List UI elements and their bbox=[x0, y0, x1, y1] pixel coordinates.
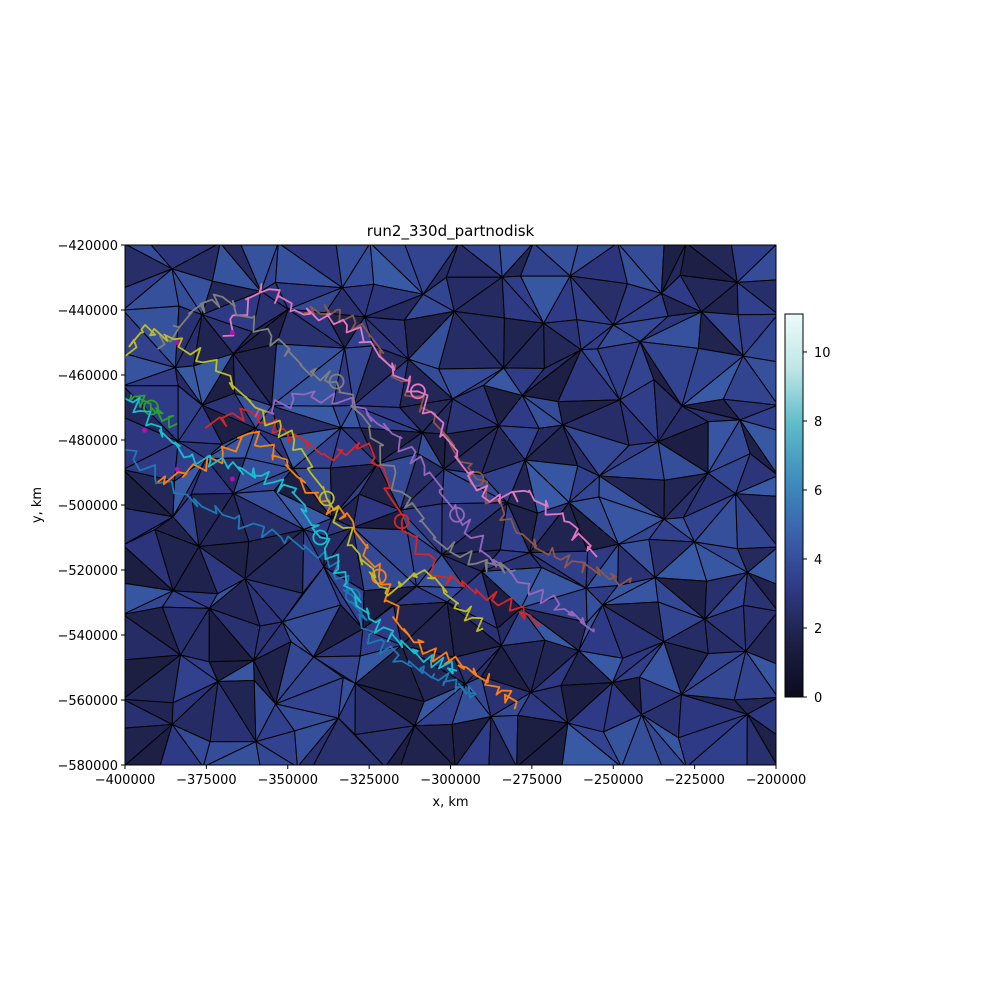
x-tick-label: −250000 bbox=[583, 773, 644, 788]
x-tick-label: −325000 bbox=[339, 773, 400, 788]
y-tick-label: −500000 bbox=[57, 499, 118, 514]
start-markers bbox=[142, 330, 235, 482]
colorbar-gradient bbox=[784, 313, 804, 698]
trajectory-line-9 bbox=[125, 323, 484, 633]
y-tick-label: −420000 bbox=[57, 239, 118, 254]
colorbar: 0 2 4 6 8 10 bbox=[784, 313, 831, 706]
trajectory-loop-1 bbox=[344, 588, 361, 604]
colorbar-tick-label: 4 bbox=[814, 553, 822, 568]
plot-area bbox=[124, 244, 777, 766]
y-axis-label: y, km bbox=[30, 487, 45, 523]
x-tick-label: −375000 bbox=[176, 773, 237, 788]
y-tick-label: −560000 bbox=[57, 694, 118, 709]
mesh-triangle bbox=[400, 724, 454, 765]
x-tick-label: −225000 bbox=[664, 773, 725, 788]
trajectory-loop-4 bbox=[393, 513, 410, 530]
colorbar-tick-label: 6 bbox=[814, 484, 822, 499]
trajectory-loop-5 bbox=[449, 506, 465, 523]
trajectory-loop-3 bbox=[143, 399, 159, 416]
x-tick-label: −275000 bbox=[502, 773, 563, 788]
trajectory-line-7 bbox=[222, 283, 598, 558]
colorbar-tick-label: 8 bbox=[814, 415, 822, 430]
y-tick-label: −520000 bbox=[57, 564, 118, 579]
mesh-triangle bbox=[746, 712, 776, 765]
trajectory-line-5 bbox=[254, 390, 595, 633]
trajectory-line-3 bbox=[128, 394, 178, 429]
y-tick-label: −580000 bbox=[57, 759, 118, 774]
y-axis: −420000 −440000 −460000 −480000 −500000 −5200… bbox=[57, 239, 125, 774]
trajectory-line-1 bbox=[125, 448, 478, 699]
x-tick-label: −300000 bbox=[420, 773, 481, 788]
trajectory-loop-8 bbox=[328, 373, 345, 390]
x-tick-label: −400000 bbox=[95, 773, 156, 788]
x-axis-label: x, km bbox=[432, 795, 468, 810]
trajectory-line-10 bbox=[125, 391, 458, 675]
mesh-triangle bbox=[159, 723, 203, 765]
trajectory-line-6 bbox=[303, 304, 632, 587]
mesh-triangle bbox=[255, 740, 296, 765]
mesh-triangle bbox=[561, 722, 620, 765]
start-marker bbox=[174, 466, 180, 472]
x-tick-label: −350000 bbox=[257, 773, 318, 788]
trajectory-series bbox=[125, 283, 632, 710]
colorbar-ticks: 0 2 4 6 8 10 bbox=[803, 346, 831, 706]
start-marker bbox=[142, 427, 147, 433]
colorbar-tick-label: 2 bbox=[814, 622, 822, 637]
colorbar-tick-label: 10 bbox=[814, 346, 831, 361]
trajectory-line-8 bbox=[157, 293, 516, 574]
y-tick-label: −440000 bbox=[57, 304, 118, 319]
y-tick-label: −480000 bbox=[57, 434, 118, 449]
trajectory-loop-9 bbox=[318, 490, 335, 507]
mesh-triangle bbox=[641, 714, 686, 765]
y-tick-label: −540000 bbox=[57, 629, 118, 644]
trajectory-line-2 bbox=[157, 430, 518, 710]
triangulation-mesh bbox=[125, 245, 776, 765]
start-marker bbox=[174, 340, 180, 345]
x-tick-label: −200000 bbox=[746, 773, 807, 788]
colorbar-tick-label: 0 bbox=[814, 691, 822, 706]
start-marker bbox=[229, 476, 235, 482]
trajectory-loop-10 bbox=[312, 529, 329, 546]
y-tick-label: −460000 bbox=[57, 369, 118, 384]
x-axis: −400000 −375000 −350000 −325000 −300000 −2750… bbox=[95, 765, 807, 788]
start-marker bbox=[229, 330, 235, 336]
chart-title: run2_330d_partnodisk bbox=[367, 222, 535, 241]
mesh-triangle bbox=[488, 714, 517, 765]
trajectory-loop-7 bbox=[409, 383, 426, 400]
